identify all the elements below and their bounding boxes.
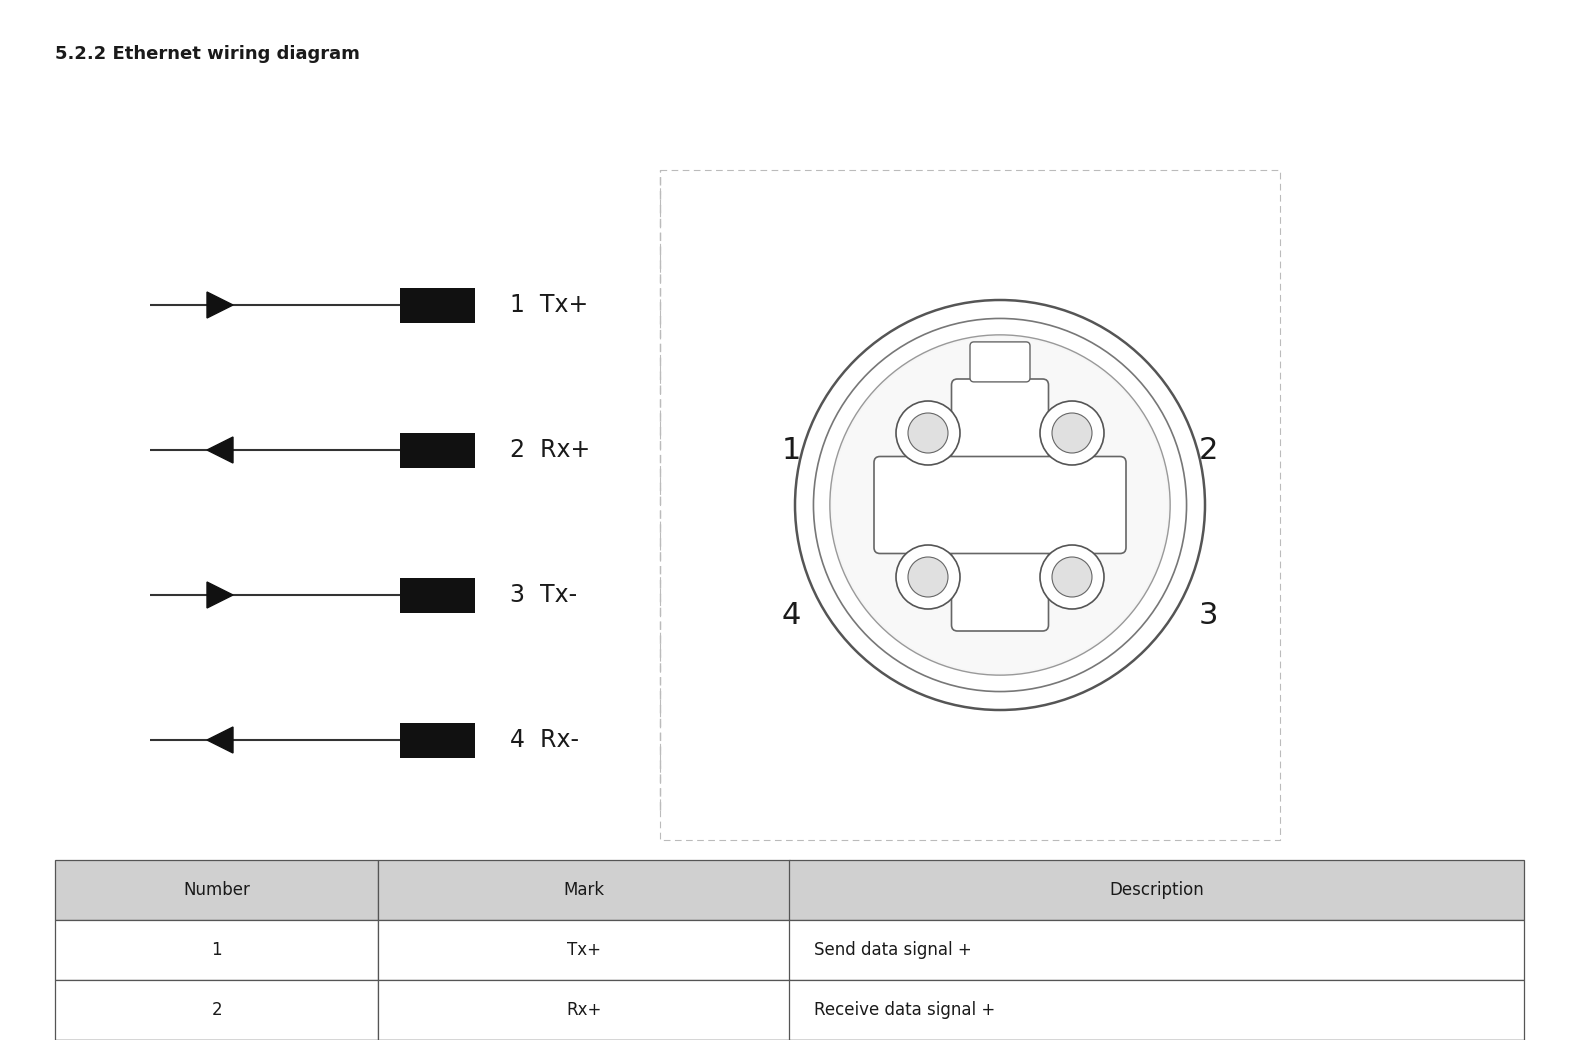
Text: 4: 4 xyxy=(782,600,801,629)
Text: Receive data signal +: Receive data signal + xyxy=(815,1000,996,1019)
Text: 1: 1 xyxy=(212,941,223,959)
Bar xyxy=(399,577,475,613)
Text: 3  Tx-: 3 Tx- xyxy=(510,583,578,607)
Text: 1: 1 xyxy=(782,436,801,465)
Circle shape xyxy=(908,557,947,597)
Bar xyxy=(790,980,1524,1040)
Text: 5.2.2 Ethernet wiring diagram: 5.2.2 Ethernet wiring diagram xyxy=(55,45,360,63)
Bar xyxy=(55,920,379,980)
Polygon shape xyxy=(207,437,234,463)
Circle shape xyxy=(895,545,960,609)
Circle shape xyxy=(908,413,947,453)
Bar xyxy=(55,860,379,920)
Bar xyxy=(399,287,475,322)
Bar xyxy=(55,980,379,1040)
Bar xyxy=(790,920,1524,980)
Polygon shape xyxy=(207,292,234,318)
FancyBboxPatch shape xyxy=(875,457,1126,553)
Bar xyxy=(379,860,790,920)
Text: Tx+: Tx+ xyxy=(567,941,602,959)
Text: 1  Tx+: 1 Tx+ xyxy=(510,293,589,317)
Text: Mark: Mark xyxy=(564,881,605,899)
Text: 2: 2 xyxy=(1198,436,1219,465)
Bar xyxy=(379,980,790,1040)
Circle shape xyxy=(1052,413,1093,453)
Polygon shape xyxy=(207,582,234,608)
Circle shape xyxy=(1041,545,1104,609)
Text: 2: 2 xyxy=(212,1000,223,1019)
Bar xyxy=(399,433,475,468)
Bar xyxy=(399,723,475,757)
Circle shape xyxy=(832,337,1168,673)
Text: 2  Rx+: 2 Rx+ xyxy=(510,438,591,462)
FancyBboxPatch shape xyxy=(952,379,1048,631)
Polygon shape xyxy=(207,727,234,753)
Text: Send data signal +: Send data signal + xyxy=(815,941,973,959)
Text: 3: 3 xyxy=(1198,600,1219,629)
Text: Description: Description xyxy=(1110,881,1205,899)
Circle shape xyxy=(1041,401,1104,465)
Bar xyxy=(379,920,790,980)
Circle shape xyxy=(1052,557,1093,597)
Circle shape xyxy=(831,335,1170,675)
Text: Number: Number xyxy=(183,881,249,899)
Circle shape xyxy=(895,401,960,465)
FancyBboxPatch shape xyxy=(970,342,1030,382)
Bar xyxy=(790,860,1524,920)
Text: 4  Rx-: 4 Rx- xyxy=(510,728,579,752)
Text: Rx+: Rx+ xyxy=(567,1000,602,1019)
